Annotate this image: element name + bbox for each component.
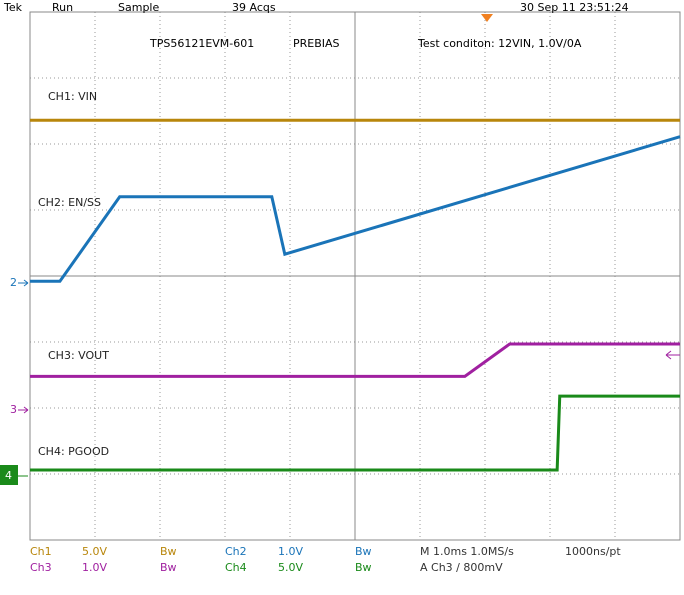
brand: Tek (3, 1, 23, 14)
board: TPS56121EVM-601 (149, 37, 254, 50)
footer-bw: Bw (160, 561, 177, 574)
footer: Ch1 5.0V Bw Ch2 1.0V Bw M 1.0ms 1.0MS/s … (30, 545, 621, 574)
acqs: 39 Acqs (232, 1, 276, 14)
timestamp: 30 Sep 11 23:51:24 (520, 1, 629, 14)
footer-bw: Bw (355, 561, 372, 574)
trace-label: CH4: PGOOD (38, 445, 109, 458)
footer-bw: Bw (355, 545, 372, 558)
trace-label: CH1: VIN (48, 90, 97, 103)
ch3-marker: 3 (10, 403, 17, 416)
trace-label: CH2: EN/SS (38, 196, 101, 209)
footer-bw: Bw (160, 545, 177, 558)
ch2-arrow (18, 279, 29, 287)
frame (29, 11, 681, 541)
trace (30, 394, 680, 472)
trigger-pos (481, 14, 493, 22)
traces: CH1: VIN CH2: EN/SS CH3: VOUT CH4: PGOOD (30, 90, 681, 472)
ch4-box (0, 465, 18, 485)
footer-timebase: M 1.0ms 1.0MS/s (420, 545, 514, 558)
footer-ch1: Ch1 (30, 545, 52, 558)
condition: Test conditon: 12VIN, 1.0V/0A (417, 37, 582, 50)
trace (30, 342, 680, 378)
case: PREBIAS (293, 37, 340, 50)
footer-resolution: 1000ns/pt (565, 545, 621, 558)
footer-trigger: A Ch3 ∕ 800mV (420, 561, 503, 574)
footer-ch2-scale: 1.0V (278, 545, 303, 558)
footer-ch3: Ch3 (30, 561, 52, 574)
trace (30, 135, 681, 283)
footer-ch1-scale: 5.0V (82, 545, 107, 558)
ch2-marker: 2 (10, 276, 17, 289)
footer-ch2: Ch2 (225, 545, 247, 558)
footer-ch4-scale: 5.0V (278, 561, 303, 574)
trace-label: CH3: VOUT (48, 349, 109, 362)
footer-ch4: Ch4 (225, 561, 247, 574)
mode: Sample (118, 1, 159, 14)
trigger-level (665, 350, 680, 360)
state: Run (52, 1, 73, 14)
ch4-marker: 4 (5, 469, 12, 482)
ch3-arrow (18, 406, 29, 414)
footer-ch3-scale: 1.0V (82, 561, 107, 574)
